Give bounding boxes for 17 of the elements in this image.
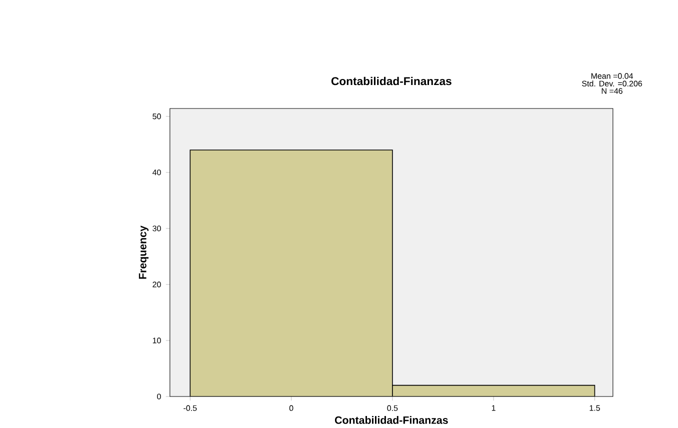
y-tick-label: 20 (152, 281, 161, 288)
y-tick-label: 50 (152, 113, 161, 120)
text: Mean =0.04 (591, 72, 634, 79)
x-tick-label: 0.5 (387, 405, 398, 411)
y-tick-label: 30 (152, 225, 161, 232)
y-axis-title: Frequency (138, 225, 148, 279)
x-tick-label: 1.5 (590, 405, 600, 411)
y-tick-label: 10 (152, 338, 161, 344)
x-tick-label: 1 (492, 405, 496, 411)
x-tick-label: -0.5 (184, 405, 197, 411)
y-tick-label: 40 (152, 169, 161, 176)
chart-title: Contabilidad-Finanzas (331, 76, 452, 85)
text: Std. Dev. =0.206 (582, 80, 642, 86)
x-tick-label: 0 (289, 405, 294, 411)
text: N =46 (602, 88, 622, 94)
x-axis-title: Contabilidad-Finanzas (334, 416, 448, 424)
y-tick-label: 0 (157, 394, 161, 400)
